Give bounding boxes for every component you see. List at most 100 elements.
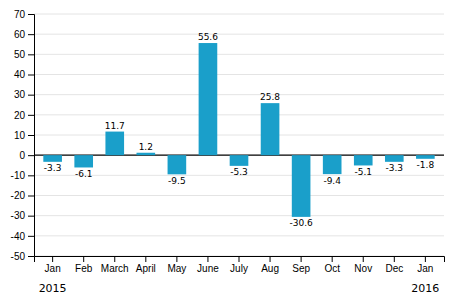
x-tick: May — [167, 256, 186, 274]
y-tick-mark — [28, 34, 34, 35]
x-tick-mark — [332, 256, 333, 262]
x-tick: Aug — [261, 256, 279, 274]
x-tick-label: July — [230, 263, 248, 274]
bar — [292, 155, 311, 217]
x-tick-label: Nov — [354, 263, 372, 274]
y-tick-label: -30 — [11, 210, 26, 221]
y-tick-mark — [28, 216, 34, 217]
x-tick-mark — [207, 256, 208, 262]
y-tick-label: -40 — [11, 231, 26, 242]
y-tick: 40 — [14, 69, 34, 80]
y-tick: -30 — [11, 210, 34, 221]
y-tick: 30 — [14, 89, 34, 100]
data-label: -3.3 — [44, 163, 62, 173]
x-tick-mark — [363, 256, 364, 262]
grid-line — [34, 235, 444, 236]
y-tick-label: 40 — [14, 69, 26, 80]
y-tick-label: -10 — [11, 170, 26, 181]
x-axis-line — [35, 257, 445, 263]
data-label: -1.8 — [417, 160, 435, 170]
bar — [385, 155, 404, 162]
data-label: 55.6 — [198, 32, 218, 42]
grid — [34, 14, 444, 256]
x-tick-mark — [52, 256, 53, 262]
y-tick-label: 60 — [14, 29, 26, 40]
x-tick: July — [230, 256, 248, 274]
y-tick-label: 0 — [19, 150, 25, 161]
x-tick-label: April — [136, 263, 156, 274]
y-tick: 70 — [14, 9, 34, 20]
bars — [43, 43, 434, 217]
x-tick: Feb — [75, 256, 93, 274]
y-tick-mark — [28, 115, 34, 116]
grid-line — [34, 14, 444, 15]
bar — [230, 155, 249, 166]
bar — [105, 132, 124, 156]
y-axis-line — [28, 15, 35, 257]
data-label: -9.4 — [323, 176, 341, 186]
annotations: 20152016 — [39, 282, 440, 295]
y-tick: 20 — [14, 110, 34, 121]
x-tick: June — [197, 256, 219, 274]
x-tick-mark — [176, 256, 177, 262]
y-tick-label: -50 — [11, 251, 26, 262]
y-tick-mark — [28, 135, 34, 136]
bar — [74, 155, 93, 167]
bar — [323, 155, 342, 174]
x-tick-label: Aug — [261, 263, 279, 274]
x-tick-mark — [145, 256, 146, 262]
y-tick-mark — [28, 95, 34, 96]
y-tick: 0 — [19, 150, 34, 161]
y-tick-mark — [28, 75, 34, 76]
x-tick-label: May — [167, 263, 186, 274]
grid-line — [34, 54, 444, 55]
x-tick-mark — [425, 256, 426, 262]
y-tick-label: 50 — [14, 49, 26, 60]
grid-line — [34, 195, 444, 196]
x-tick-label: March — [101, 263, 129, 274]
x-tick-label: Dec — [385, 263, 403, 274]
bar — [261, 103, 280, 155]
data-label: -9.5 — [168, 176, 186, 186]
x-tick-mark — [114, 256, 115, 262]
plot: -50 -40 -30 -20 -10 0 10 20 30 40 50 60 70 Jan Feb Marc… — [11, 9, 445, 295]
grid-line — [34, 135, 444, 136]
data-label: 1.2 — [139, 142, 153, 152]
y-tick-label: 20 — [14, 110, 26, 121]
x-tick: March — [101, 256, 129, 274]
bar — [137, 153, 156, 155]
x-tick: Nov — [354, 256, 372, 274]
y-tick-mark — [28, 155, 34, 156]
x-tick-label: Jan — [417, 263, 433, 274]
data-labels: -3.3-6.111.71.2-9.555.6-5.325.8-30.6-9.4… — [44, 32, 435, 228]
y-tick-mark — [28, 236, 34, 237]
bar — [168, 155, 187, 174]
y-tick: -40 — [11, 231, 34, 242]
x-tick: Dec — [385, 256, 403, 274]
grid-line — [34, 114, 444, 115]
y-tick: -10 — [11, 170, 34, 181]
data-label: -5.3 — [230, 167, 248, 177]
y-tick: 60 — [14, 29, 34, 40]
grid-line — [34, 74, 444, 75]
y-tick-label: -20 — [11, 190, 26, 201]
x-tick: April — [136, 256, 156, 274]
chart: -50 -40 -30 -20 -10 0 10 20 30 40 50 60 70 Jan Feb Marc… — [0, 0, 454, 302]
y-tick-label: 30 — [14, 89, 26, 100]
x-tick: Oct — [324, 256, 340, 274]
y-axis: -50 -40 -30 -20 -10 0 10 20 30 40 50 60 70 — [11, 9, 35, 262]
y-tick-mark — [28, 54, 34, 55]
y-tick-mark — [28, 196, 34, 197]
x-tick-label: Sep — [292, 263, 310, 274]
y-tick: -20 — [11, 190, 34, 201]
x-axis: Jan Feb March April May June July Aug Sep Oct Nov D… — [35, 256, 445, 274]
y-tick-label: 10 — [14, 130, 26, 141]
grid-line — [34, 94, 444, 95]
x-tick-mark — [83, 256, 84, 262]
year-label: 2016 — [411, 282, 439, 295]
y-tick-label: 70 — [14, 9, 26, 20]
x-tick-label: Feb — [75, 263, 93, 274]
x-tick-mark — [270, 256, 271, 262]
data-label: 25.8 — [260, 92, 280, 102]
data-label: -5.1 — [354, 167, 372, 177]
